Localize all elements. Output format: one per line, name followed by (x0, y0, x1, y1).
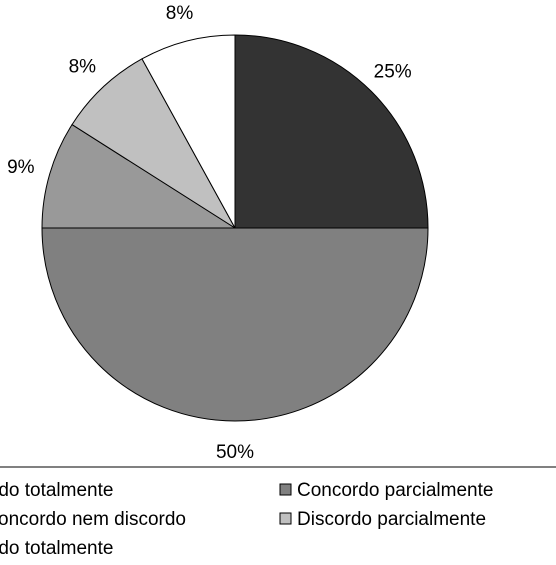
legend: rdo totalmente Concordo parcialmente onc… (0, 480, 493, 559)
legend-swatch-discordo-parcialmente (279, 512, 292, 525)
legend-swatch-concordo-parcialmente (279, 483, 292, 496)
pie-value-label-discordo-totalmente: 8% (166, 3, 194, 24)
legend-label-concordo-totalmente: rdo totalmente (0, 480, 113, 501)
pie-slice-discordo-parcialmente (71, 58, 236, 229)
pie-slice-discordo-totalmente (141, 34, 236, 229)
pie-value-labels: 25% 50% 9% 8% 8% (7, 3, 412, 463)
pie-slice-concordo-totalmente (234, 34, 429, 229)
pie-value-label-concordo-parcialmente: 50% (216, 442, 254, 463)
pie-slices (41, 34, 429, 422)
pie-value-label-discordo-parcialmente: 8% (69, 56, 97, 77)
legend-label-concordo-parcialmente: Concordo parcialmente (297, 480, 493, 501)
pie-slice-concordo-parcialmente (41, 227, 429, 422)
pie-slice-nem-concordo-nem-discordo (41, 123, 237, 229)
pie-value-label-concordo-totalmente: 25% (374, 61, 412, 82)
legend-label-discordo-parcialmente: Discordo parcialmente (297, 509, 486, 530)
pie-value-label-nem-concordo-nem-discordo: 9% (7, 157, 35, 178)
legend-label-nem-concordo-nem-discordo: oncordo nem discordo (0, 509, 186, 530)
legend-label-discordo-totalmente: rdo totalmente (0, 538, 113, 559)
